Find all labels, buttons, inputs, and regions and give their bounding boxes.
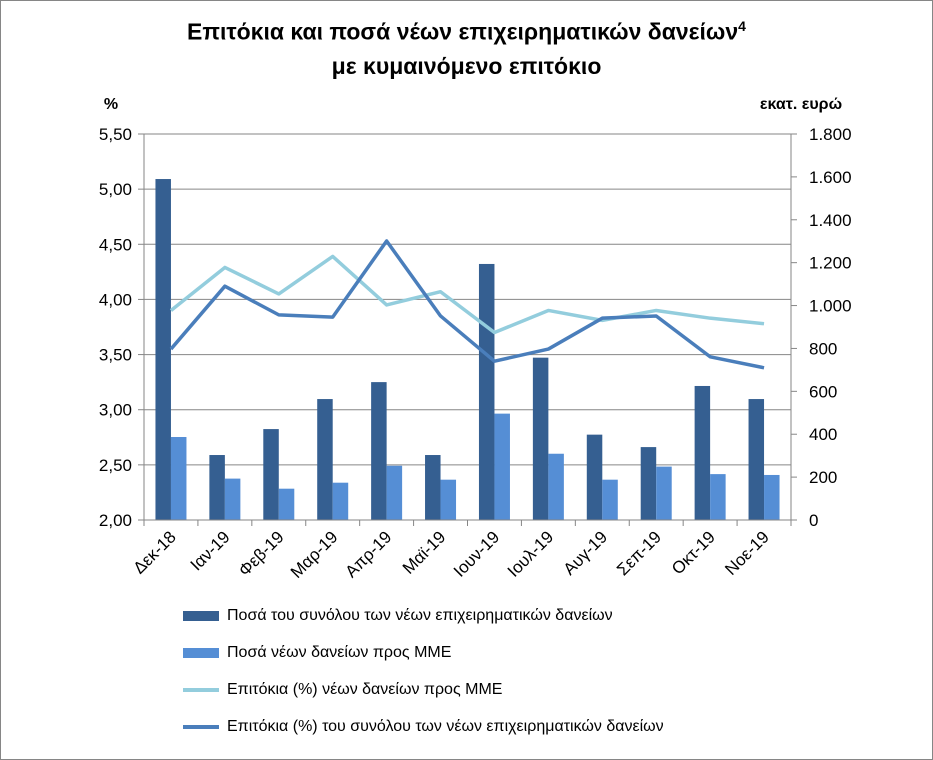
y-right-tick-label: 1.800 <box>809 125 852 144</box>
y-right-axis-label: εκατ. ευρώ <box>760 96 842 113</box>
bar-total <box>317 399 333 520</box>
legend-item: Ποσά νέων δανείων προς ΜΜΕ <box>183 644 451 662</box>
x-tick-label: Σεπ-19 <box>613 527 665 579</box>
bar-total <box>640 447 657 520</box>
y-right-tick-label: 400 <box>809 425 837 444</box>
legend-item: Επιτόκια (%) νέων δανείων προς ΜΜΕ <box>183 681 502 699</box>
bar-sme <box>332 482 349 520</box>
x-tick-label: Ιουλ-19 <box>504 527 557 580</box>
y-left-tick-label: 3,00 <box>99 401 132 420</box>
x-tick-label: Οκτ-19 <box>668 527 719 578</box>
line-sme-rate <box>169 254 765 335</box>
y-left-tick-label: 4,50 <box>99 235 132 254</box>
legend-label: Επιτόκια (%) νέων δανείων προς ΜΜΕ <box>227 681 503 698</box>
bar-total <box>478 263 495 520</box>
y-left-tick-label: 5,50 <box>99 125 132 144</box>
bar-sme <box>602 479 618 520</box>
y-right-tick-label: 200 <box>809 468 837 487</box>
legend-item: Ποσά του συνόλου των νέων επιχειρηματικώ… <box>183 607 613 625</box>
y-left-tick-label: 2,00 <box>99 511 132 530</box>
bar-total <box>263 429 279 520</box>
y-left-tick-label: 4,00 <box>99 290 132 309</box>
legend-swatch <box>183 688 219 692</box>
bar-total <box>532 357 549 520</box>
bar-sme <box>386 465 403 520</box>
bar-sme <box>440 479 457 520</box>
y-left-tick-label: 5,00 <box>99 180 132 199</box>
y-right-tick-label: 800 <box>809 339 837 358</box>
y-right-tick-label: 600 <box>809 382 837 401</box>
chart-title: Επιτόκια και ποσά νέων επιχειρηματικών δ… <box>1 9 932 83</box>
title-suffix: με κυμαινόμενο επιτόκιο <box>331 52 602 79</box>
y-left-tick-label: 3,50 <box>99 346 132 365</box>
x-tick-label: Νοε-19 <box>721 527 773 579</box>
x-tick-label: Ιουν-19 <box>450 527 503 580</box>
bar-total <box>586 434 603 520</box>
bar-sme <box>656 466 672 520</box>
legend-swatch <box>183 648 219 658</box>
legend-swatch <box>183 725 219 729</box>
y-right-tick-label: 1.400 <box>809 211 852 230</box>
bar-sme <box>764 474 780 520</box>
bar-total <box>209 455 225 520</box>
line-total-rate <box>169 239 765 370</box>
y-right-tick-label: 1.600 <box>809 168 852 187</box>
bar-sme <box>548 453 564 520</box>
y-right-tick-label: 1.000 <box>809 297 852 316</box>
legend-swatch <box>183 611 219 621</box>
y-left-axis-label: % <box>104 96 118 113</box>
y-right-tick-label: 1.200 <box>809 254 852 273</box>
x-tick-label: Δεκ-18 <box>130 527 180 577</box>
x-tick-label: Μαϊ-19 <box>399 527 449 577</box>
x-tick-label: Ιαν-19 <box>187 527 234 574</box>
bar-total <box>748 399 765 520</box>
bar-sme <box>494 413 510 520</box>
x-tick-label: Φεβ-19 <box>235 527 288 580</box>
x-tick-label: Αυγ-19 <box>560 527 611 578</box>
y-left-tick-label: 2,50 <box>99 456 132 475</box>
bar-total <box>425 455 441 520</box>
bar-sme <box>278 488 295 520</box>
legend-label: Ποσά νέων δανείων προς ΜΜΕ <box>227 644 452 661</box>
legend-item: Επιτόκια (%) του συνόλου των νέων επιχει… <box>183 718 664 736</box>
x-tick-label: Μαρ-19 <box>287 527 342 582</box>
bar-total <box>694 385 711 520</box>
bar-sme <box>224 478 241 520</box>
bar-sme <box>170 437 187 520</box>
x-tick-label: Απρ-19 <box>341 527 395 581</box>
y-right-tick-label: 0 <box>809 511 818 530</box>
title-text: Επιτόκια και ποσά νέων επιχειρηματικών δ… <box>187 18 739 45</box>
legend-label: Επιτόκια (%) του συνόλου των νέων επιχει… <box>227 718 664 735</box>
legend-label: Ποσά του συνόλου των νέων επιχειρηματικώ… <box>227 607 613 624</box>
title-superscript: 4 <box>738 18 746 34</box>
bar-sme <box>710 474 726 520</box>
bar-total <box>155 179 171 521</box>
bar-total <box>371 382 387 520</box>
